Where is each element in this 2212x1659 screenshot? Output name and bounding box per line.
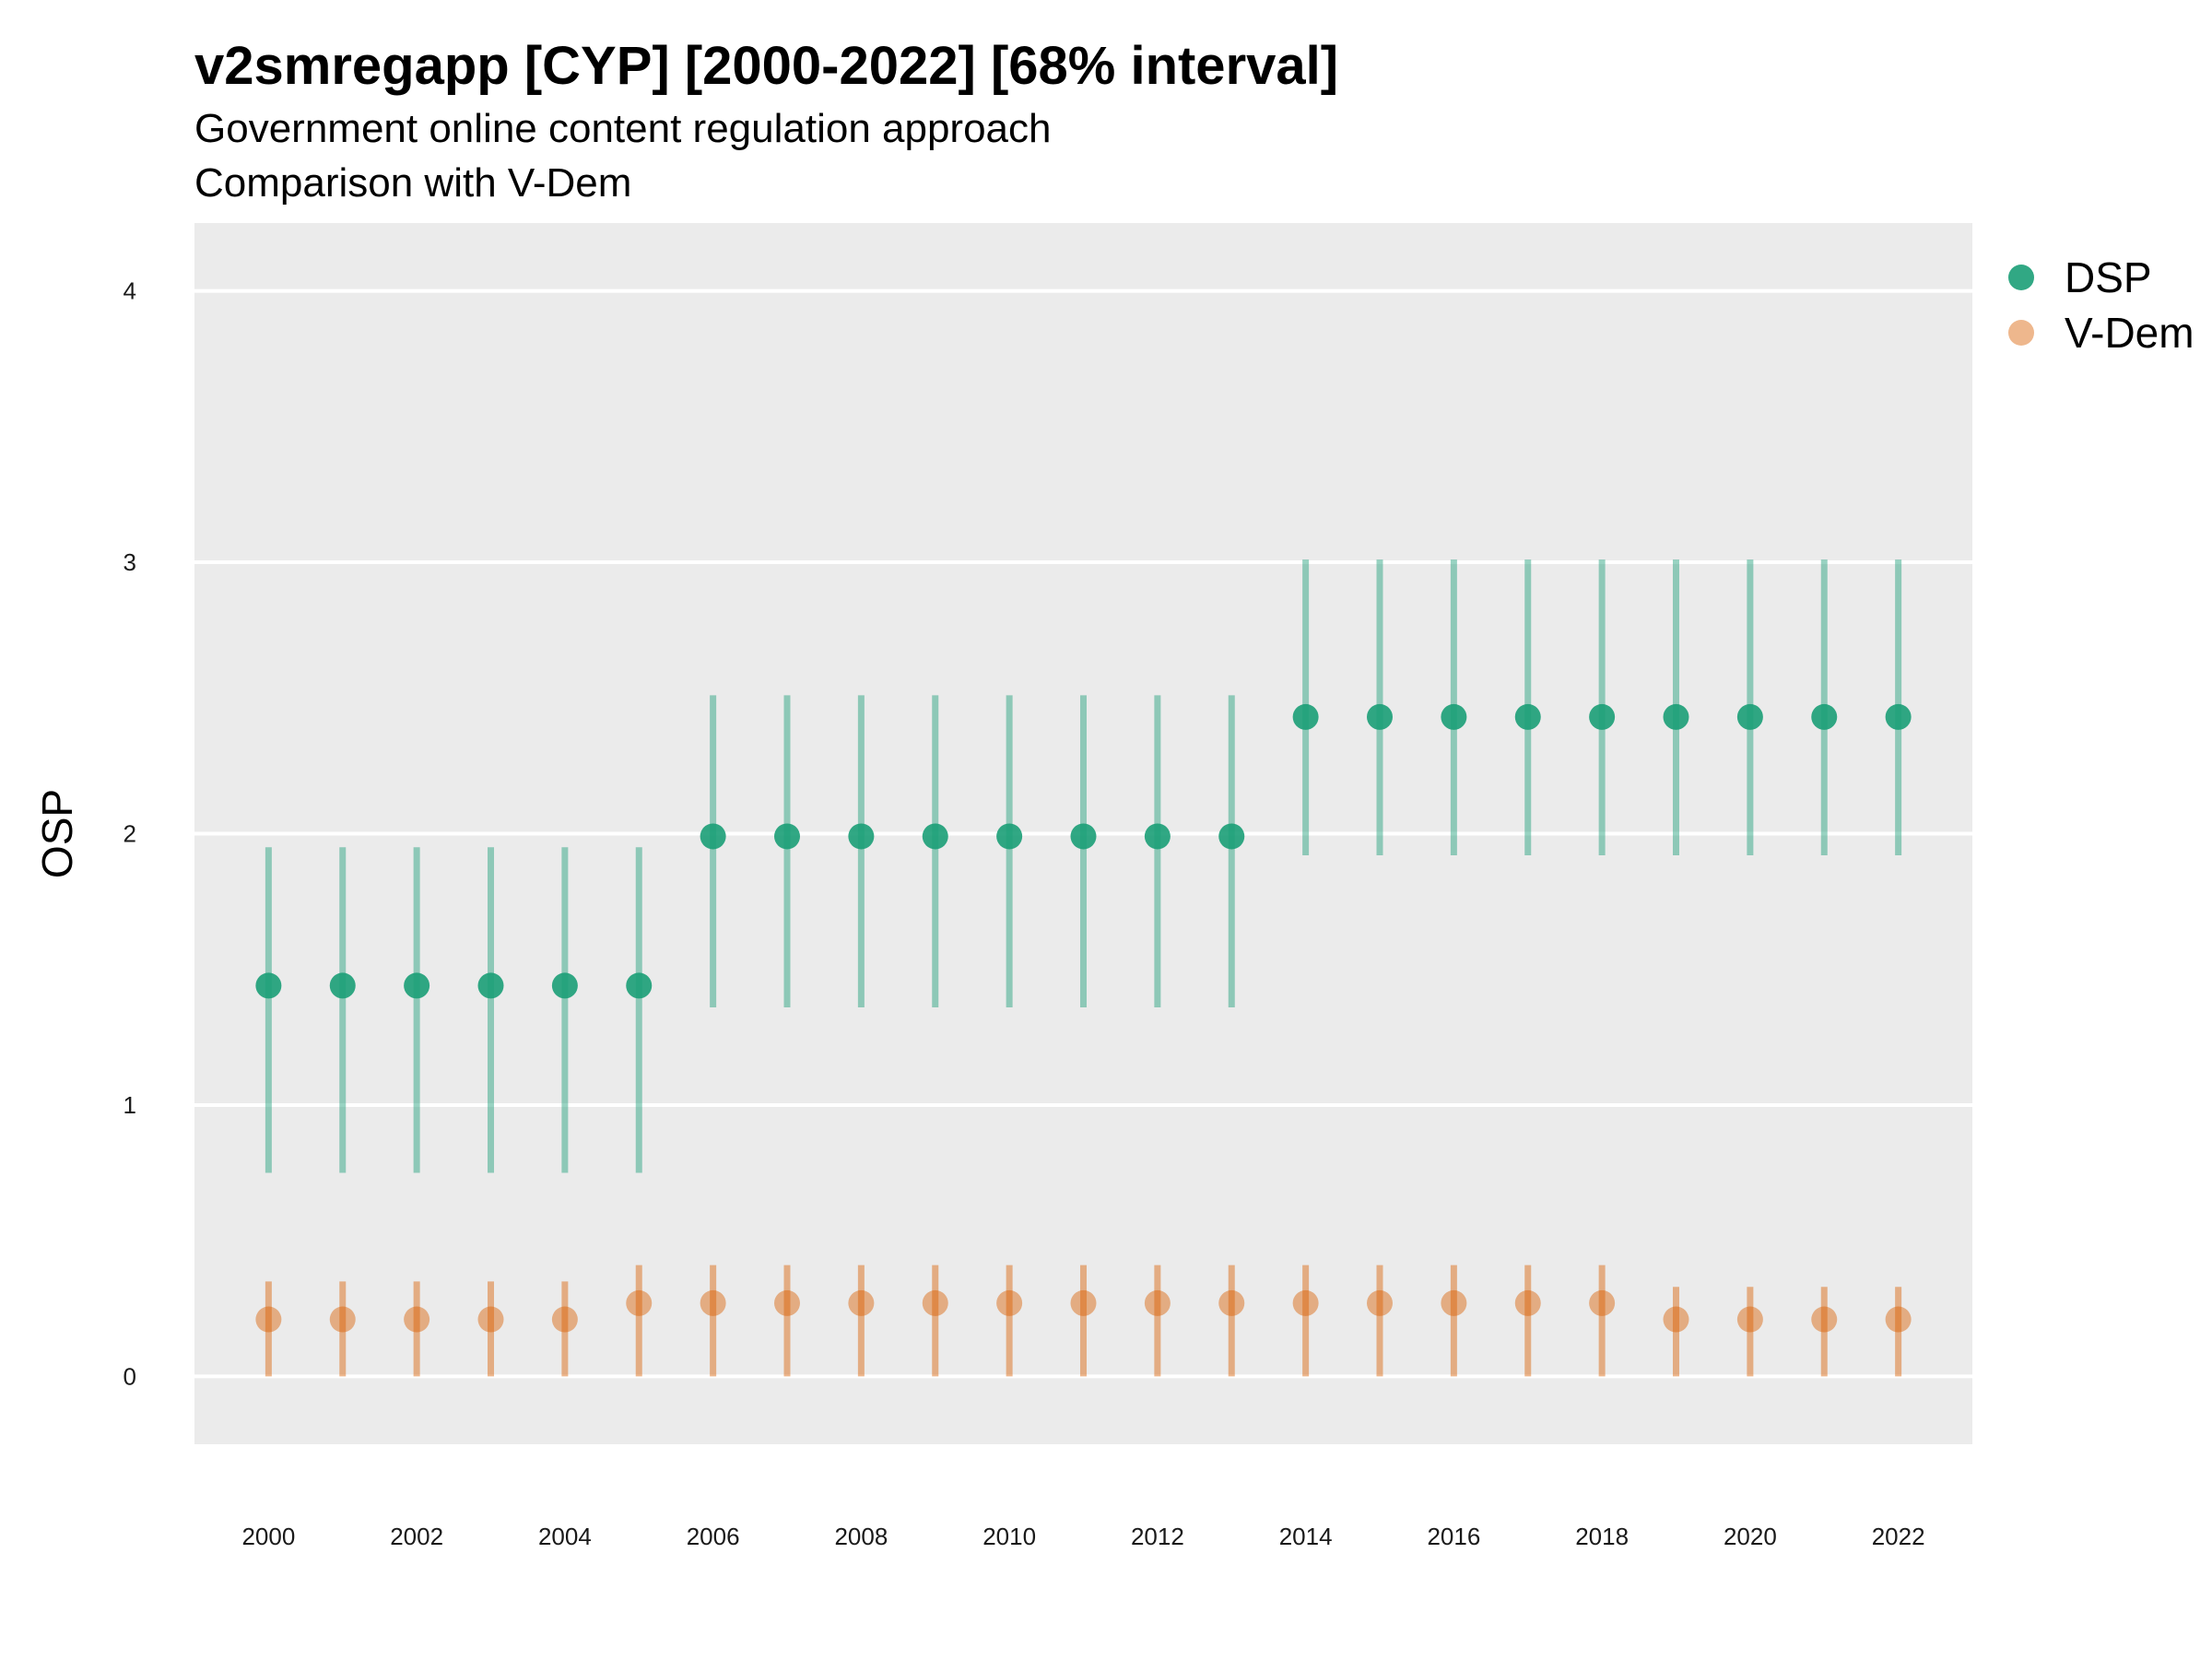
dsp-point-2002 xyxy=(404,972,430,999)
v-dem-point-2006 xyxy=(700,1289,726,1316)
legend-label-v-dem: V-Dem xyxy=(2065,309,2194,357)
dsp-point-2009 xyxy=(922,823,948,850)
v-dem-point-2008 xyxy=(848,1289,875,1316)
dsp-point-2011 xyxy=(1070,823,1097,850)
chart-title: v2smregapp [CYP] [2000-2022] [68% interv… xyxy=(194,36,1339,96)
v-dem-point-2017 xyxy=(1514,1289,1541,1316)
dsp-point-2016 xyxy=(1441,703,1467,730)
x-tick-label-2000: 2000 xyxy=(241,1523,295,1550)
dsp-point-2013 xyxy=(1218,823,1245,850)
x-tick-label-2014: 2014 xyxy=(1279,1523,1333,1550)
dsp-point-2015 xyxy=(1367,703,1393,730)
x-tick-label-2018: 2018 xyxy=(1575,1523,1629,1550)
v-dem-point-2009 xyxy=(922,1289,948,1316)
v-dem-point-2013 xyxy=(1218,1289,1245,1316)
legend-label-dsp: DSP xyxy=(2065,253,2152,301)
x-tick-label-2004: 2004 xyxy=(538,1523,592,1550)
dsp-point-2018 xyxy=(1589,703,1616,730)
dsp-point-2020 xyxy=(1736,703,1763,730)
legend-swatch-dsp xyxy=(2008,265,2034,290)
dsp-point-2017 xyxy=(1514,703,1541,730)
v-dem-point-2020 xyxy=(1736,1306,1763,1333)
dsp-point-2008 xyxy=(848,823,875,850)
v-dem-point-2016 xyxy=(1441,1289,1467,1316)
dsp-point-2000 xyxy=(255,972,282,999)
x-tick-label-2008: 2008 xyxy=(834,1523,888,1550)
dsp-point-2006 xyxy=(700,823,726,850)
x-tick-label-2006: 2006 xyxy=(687,1523,740,1550)
dsp-point-2012 xyxy=(1144,823,1171,850)
v-dem-point-2000 xyxy=(255,1306,282,1333)
dsp-point-2022 xyxy=(1885,703,1912,730)
legend-swatch-v-dem xyxy=(2008,320,2034,346)
v-dem-point-2015 xyxy=(1367,1289,1393,1316)
y-tick-label-2: 2 xyxy=(124,820,136,848)
dsp-point-2007 xyxy=(774,823,800,850)
v-dem-point-2011 xyxy=(1070,1289,1097,1316)
chart-caption: Comparison with V-Dem xyxy=(194,160,632,206)
v-dem-point-2012 xyxy=(1144,1289,1171,1316)
x-tick-label-2016: 2016 xyxy=(1427,1523,1480,1550)
v-dem-point-2018 xyxy=(1589,1289,1616,1316)
x-tick-label-2010: 2010 xyxy=(982,1523,1036,1550)
dsp-point-2019 xyxy=(1663,703,1689,730)
dsp-point-2010 xyxy=(996,823,1023,850)
chart-subtitle: Government online content regulation app… xyxy=(194,106,1052,151)
y-tick-label-0: 0 xyxy=(124,1362,136,1390)
v-dem-point-2014 xyxy=(1292,1289,1319,1316)
v-dem-point-2005 xyxy=(626,1289,653,1316)
v-dem-point-2022 xyxy=(1885,1306,1912,1333)
dsp-point-2003 xyxy=(477,972,504,999)
y-tick-label-3: 3 xyxy=(124,548,136,576)
x-tick-label-2012: 2012 xyxy=(1131,1523,1184,1550)
dsp-point-2001 xyxy=(329,972,356,999)
x-tick-label-2002: 2002 xyxy=(390,1523,443,1550)
y-tick-label-1: 1 xyxy=(124,1091,136,1119)
v-dem-point-2004 xyxy=(551,1306,578,1333)
x-tick-label-2020: 2020 xyxy=(1724,1523,1777,1550)
y-tick-label-4: 4 xyxy=(124,277,136,305)
v-dem-point-2003 xyxy=(477,1306,504,1333)
v-dem-point-2002 xyxy=(404,1306,430,1333)
dsp-point-2014 xyxy=(1292,703,1319,730)
x-tick-label-2022: 2022 xyxy=(1872,1523,1925,1550)
v-dem-point-2001 xyxy=(329,1306,356,1333)
dsp-point-2004 xyxy=(551,972,578,999)
v-dem-point-2021 xyxy=(1811,1306,1838,1333)
dsp-point-2005 xyxy=(626,972,653,999)
dsp-point-2021 xyxy=(1811,703,1838,730)
v-dem-point-2019 xyxy=(1663,1306,1689,1333)
y-axis-label: OSP xyxy=(33,789,81,878)
v-dem-point-2007 xyxy=(774,1289,800,1316)
v-dem-point-2010 xyxy=(996,1289,1023,1316)
